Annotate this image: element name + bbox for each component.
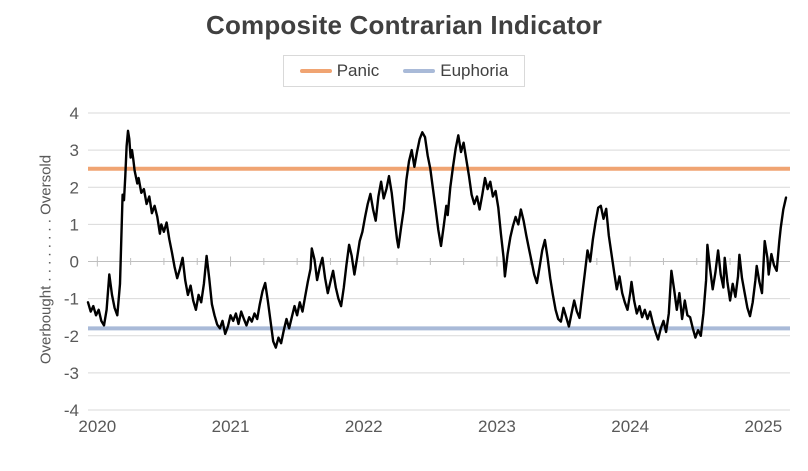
indicator-series-line — [86, 129, 788, 349]
y-tick-label: -3 — [64, 364, 79, 383]
legend-label-panic: Panic — [336, 61, 380, 80]
panic-line-swatch — [299, 69, 332, 73]
y-tick-label: 1 — [70, 215, 79, 234]
y-tick-label: 0 — [70, 253, 79, 272]
x-tick-label: 2023 — [478, 417, 516, 436]
x-tick-label: 2024 — [611, 417, 649, 436]
chart-legend[interactable]: Panic Euphoria — [282, 55, 526, 87]
y-tick-label: 2 — [70, 178, 79, 197]
y-tick-label: -4 — [64, 401, 79, 420]
euphoria-line-swatch — [403, 69, 436, 73]
y-tick-label: -1 — [64, 290, 79, 309]
y-axis-title: Overbought . . . . . . . . Oversold — [37, 154, 55, 365]
chart-title: Composite Contrarian Indicator — [205, 10, 603, 40]
x-tick-label: 2021 — [212, 417, 250, 436]
x-tick-label: 2020 — [78, 417, 116, 436]
x-tick-label: 2022 — [345, 417, 383, 436]
x-tick-label: 2025 — [744, 417, 782, 436]
legend-label-euphoria: Euphoria — [440, 61, 509, 80]
y-tick-label: 3 — [70, 141, 79, 160]
legend-row: Panic Euphoria — [0, 55, 808, 87]
legend-item-euphoria[interactable]: Euphoria — [403, 61, 508, 81]
y-tick-label: 4 — [70, 104, 79, 123]
y-tick-label: -2 — [64, 327, 79, 346]
legend-item-panic[interactable]: Panic — [299, 61, 380, 81]
